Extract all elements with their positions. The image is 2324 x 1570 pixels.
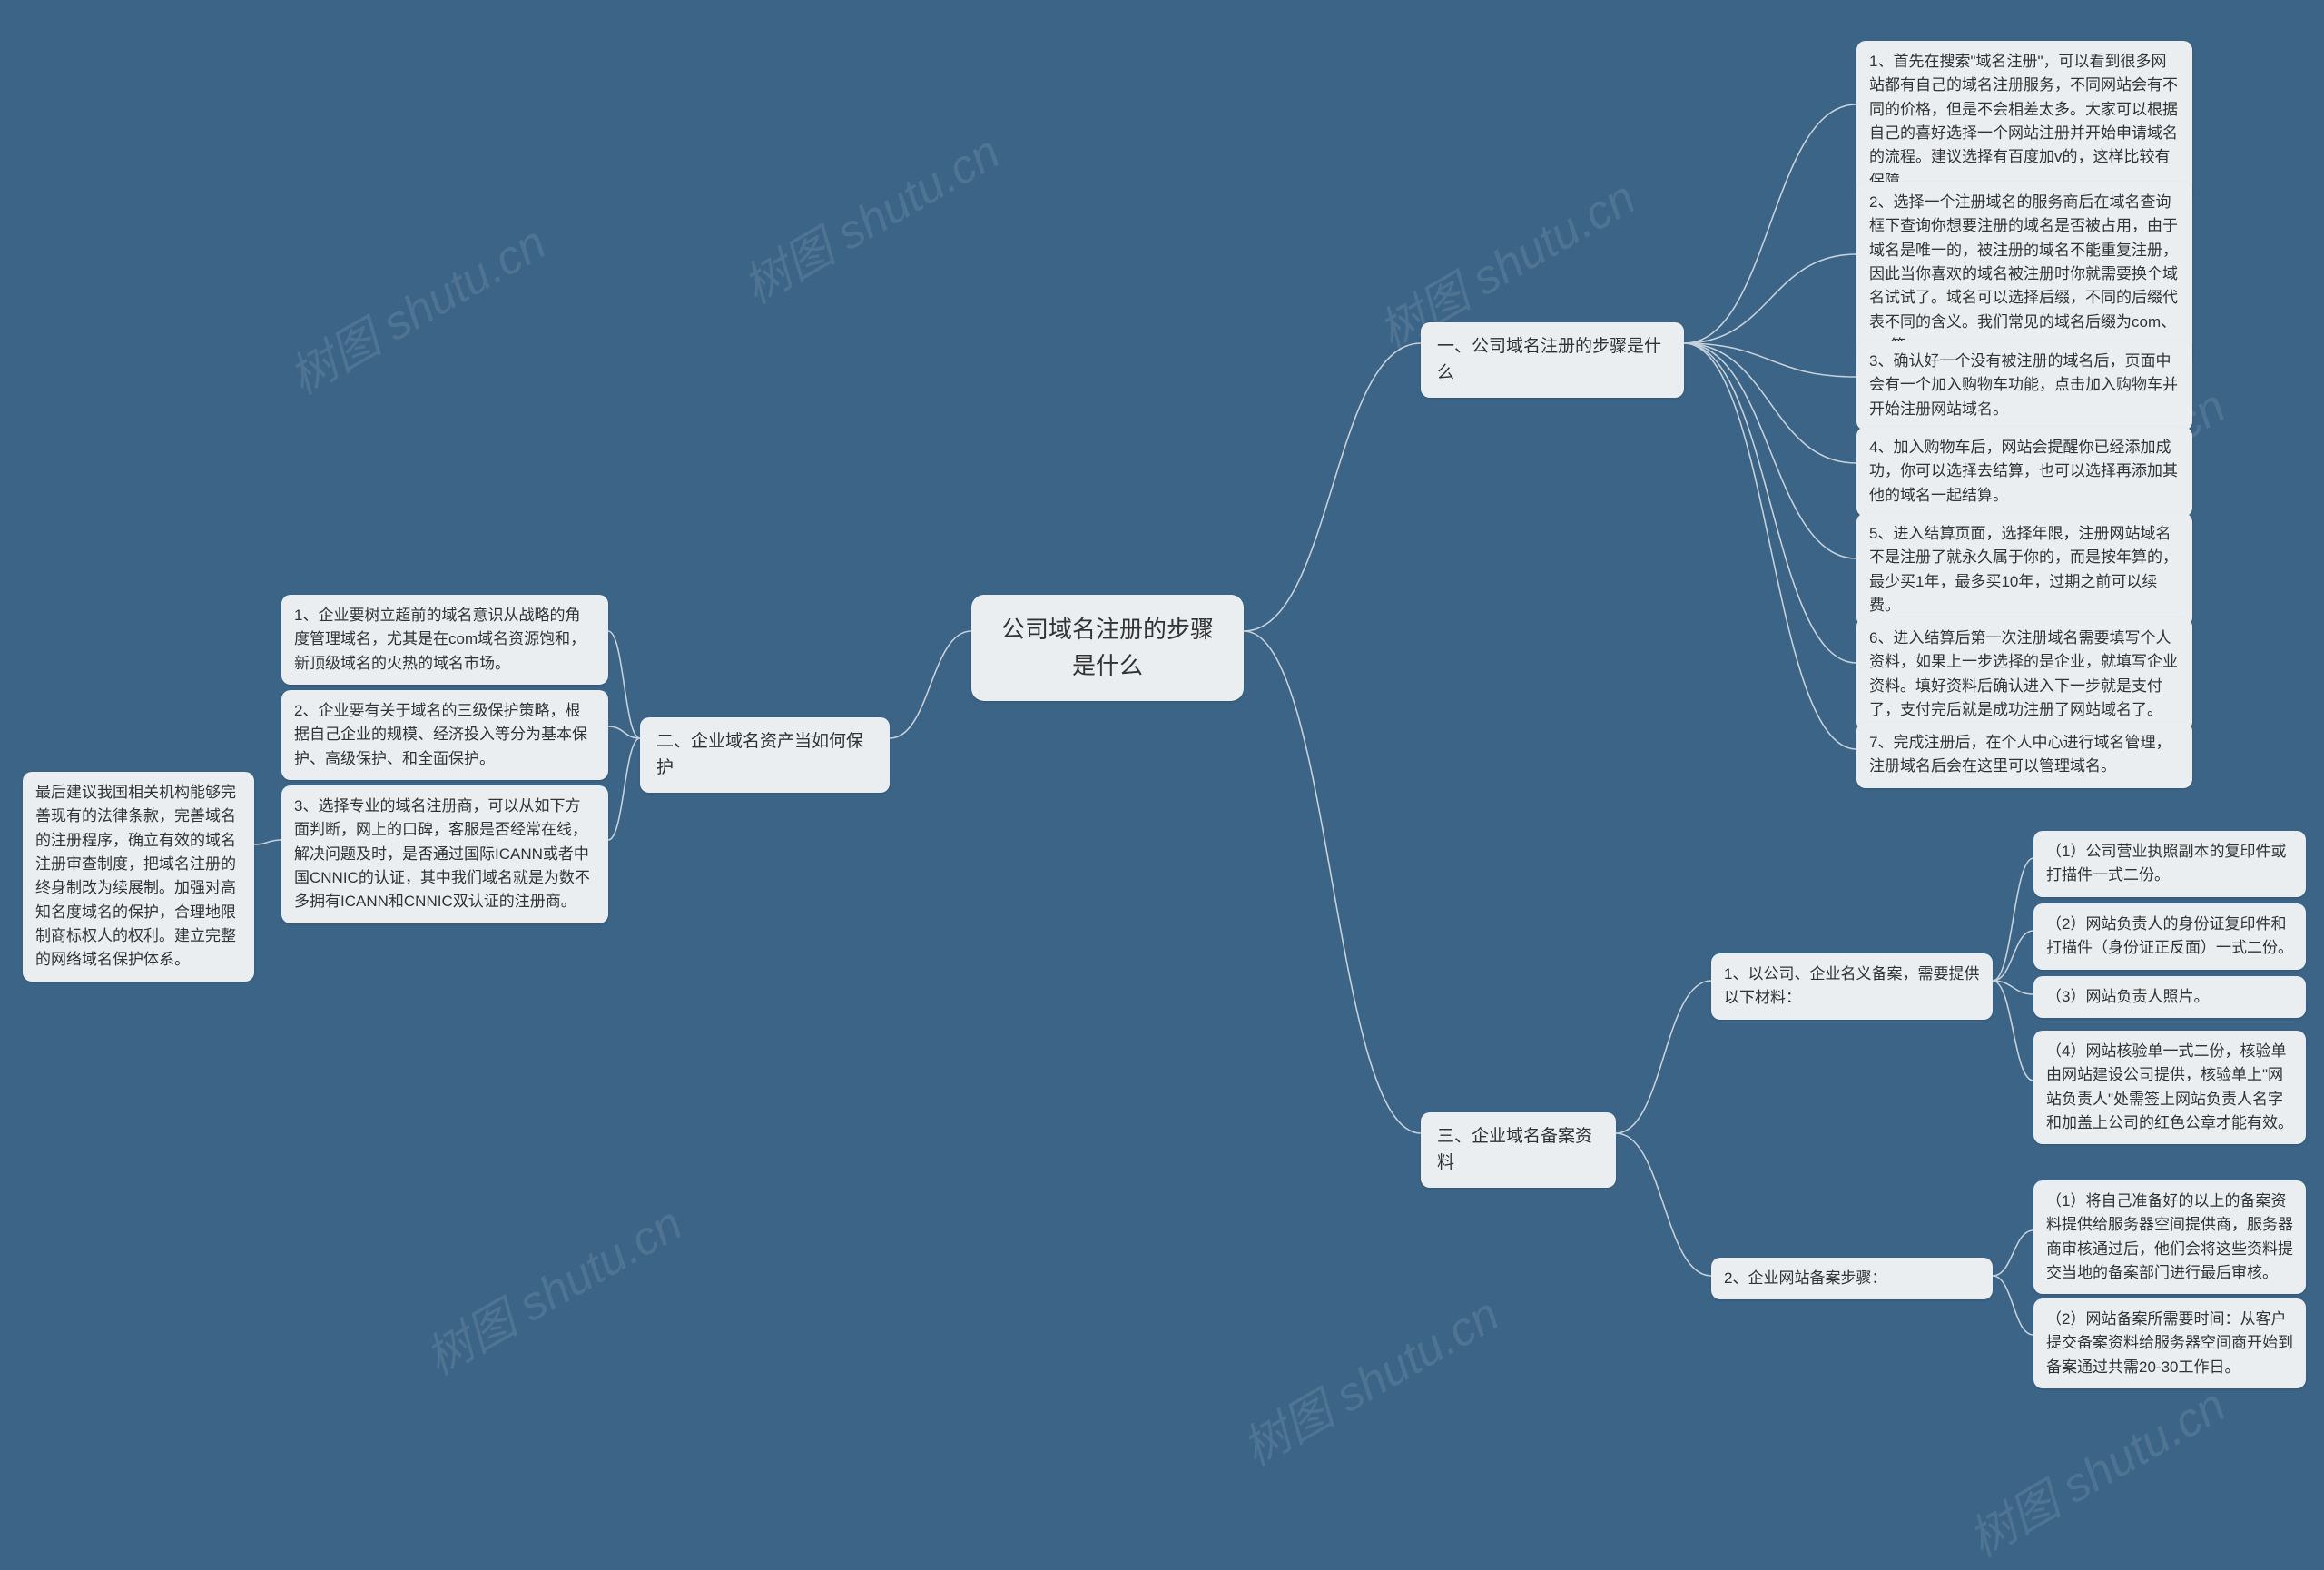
leaf-node: 4、加入购物车后，网站会提醒你已经添加成功，你可以选择去结算，也可以选择再添加其… [1856, 427, 2192, 517]
leaf-node: （3）网站负责人照片。 [2034, 976, 2306, 1018]
watermark: 树图 shutu.cn [274, 205, 556, 407]
branch-node: 一、公司域名注册的步骤是什么 [1421, 322, 1684, 398]
leaf-node: 6、进入结算后第一次注册域名需要填写个人资料，如果上一步选择的是企业，就填写企业… [1856, 617, 2192, 731]
leaf-node: 最后建议我国相关机构能够完善现有的法律条款，完善域名的注册程序，确立有效的域名注… [23, 772, 254, 982]
leaf-node: 3、选择专业的域名注册商，可以从如下方面判断，网上的口碑，客服是否经常在线，解决… [281, 785, 608, 923]
leaf-node: 5、进入结算页面，选择年限，注册网站域名不是注册了就永久属于你的，而是按年算的，… [1856, 513, 2192, 627]
leaf-node: （1）公司营业执照副本的复印件或打描件一式二份。 [2034, 831, 2306, 897]
leaf-node: 1、首先在搜索"域名注册"，可以看到很多网站都有自己的域名注册服务，不同网站会有… [1856, 41, 2192, 202]
leaf-node: 2、企业网站备案步骤： [1711, 1258, 1993, 1299]
leaf-node: 1、以公司、企业名义备案，需要提供以下材料： [1711, 953, 1993, 1020]
branch-node: 三、企业域名备案资料 [1421, 1112, 1616, 1188]
leaf-node: 2、选择一个注册域名的服务商后在域名查询框下查询你想要注册的域名是否被占用，由于… [1856, 182, 2192, 367]
watermark: 树图 shutu.cn [1954, 1368, 2235, 1569]
leaf-node: （4）网站核验单一式二份，核验单由网站建设公司提供，核验单上"网站负责人"处需签… [2034, 1031, 2306, 1144]
watermark: 树图 shutu.cn [728, 114, 1009, 316]
leaf-node: （1）将自己准备好的以上的备案资料提供给服务器空间提供商，服务器商审核通过后，他… [2034, 1180, 2306, 1294]
leaf-node: （2）网站备案所需要时间：从客户提交备案资料给服务器空间商开始到备案通过共需20… [2034, 1298, 2306, 1388]
leaf-node: 7、完成注册后，在个人中心进行域名管理，注册域名后会在这里可以管理域名。 [1856, 722, 2192, 788]
leaf-node: 3、确认好一个没有被注册的域名后，页面中会有一个加入购物车功能，点击加入购物车并… [1856, 341, 2192, 430]
leaf-node: 2、企业要有关于域名的三级保护策略，根据自己企业的规模、经济投入等分为基本保护、… [281, 690, 608, 780]
leaf-node: （2）网站负责人的身份证复印件和打描件（身份证正反面）一式二份。 [2034, 903, 2306, 970]
root-node: 公司域名注册的步骤是什么 [971, 595, 1244, 701]
watermark: 树图 shutu.cn [410, 1186, 692, 1387]
branch-node: 二、企业域名资产当如何保护 [640, 717, 890, 793]
watermark: 树图 shutu.cn [1227, 1277, 1509, 1478]
leaf-node: 1、企业要树立超前的域名意识从战略的角度管理域名，尤其是在com域名资源饱和，新… [281, 595, 608, 685]
